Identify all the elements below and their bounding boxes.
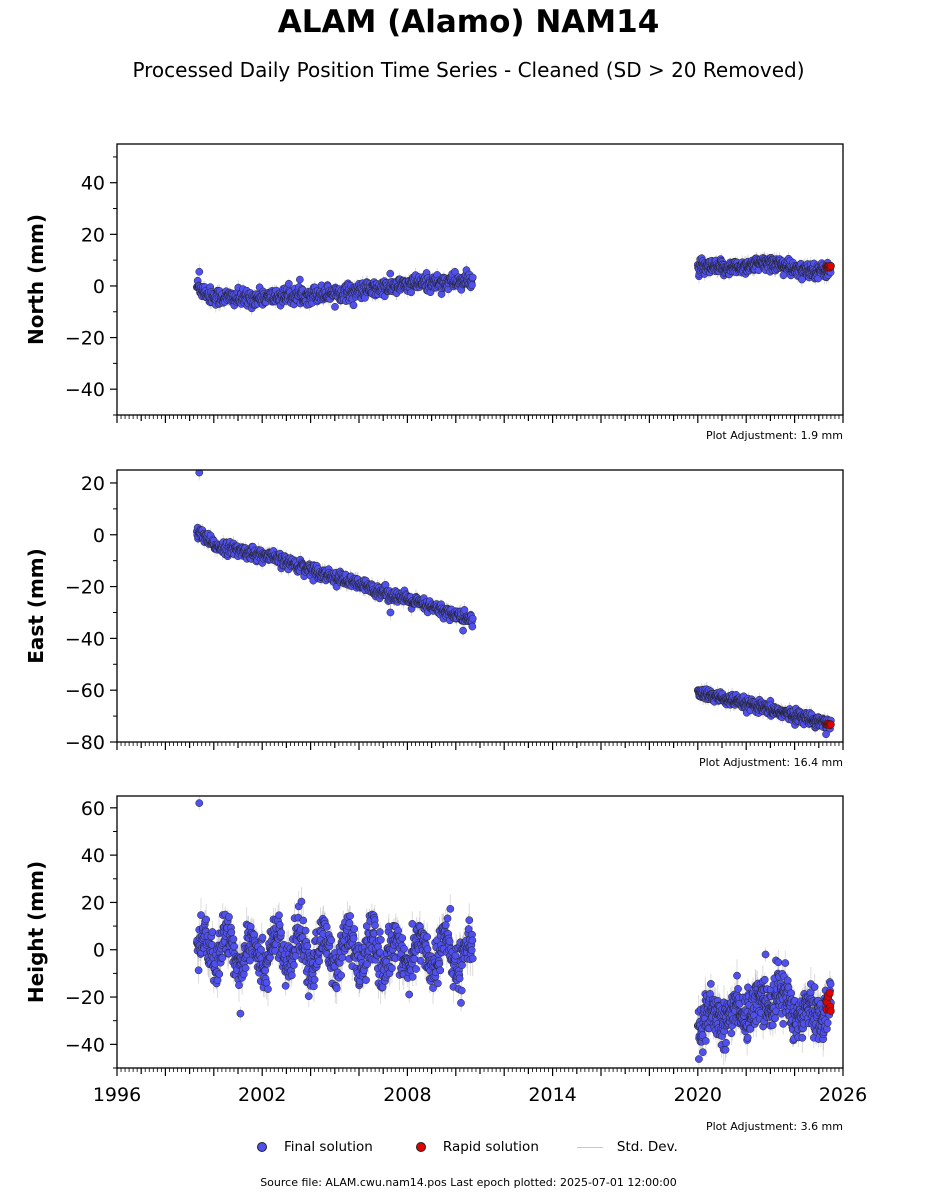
y-tick-label: −20	[65, 328, 105, 350]
final-solution-point	[459, 626, 467, 635]
y-tick-label: 0	[93, 276, 105, 298]
rapid-solution-points	[822, 262, 835, 272]
final-solution-point	[386, 269, 395, 278]
final-solution-point	[468, 614, 477, 623]
final-solution-points	[193, 470, 835, 739]
final-solution-point	[468, 273, 477, 282]
y-tick-label: −40	[65, 379, 105, 401]
final-solution-point	[822, 730, 830, 739]
final-solution-point	[195, 267, 204, 276]
y-tick-label: −20	[65, 577, 105, 599]
final-solution-point	[460, 606, 469, 614]
panel-north: −40 −20 0 20 40 North (mm) Plot Adjustment: 1.…	[24, 143, 844, 442]
rapid-solution-point	[827, 262, 835, 270]
plot-adjustment-label: Plot Adjustment: 1.9 mm	[706, 429, 843, 442]
chart-title: ALAM (Alamo) NAM14	[277, 4, 660, 40]
final-solution-point	[296, 275, 304, 284]
y-tick-label: −60	[65, 680, 105, 702]
y-tick-label: −80	[65, 732, 105, 754]
rapid-solution-point	[827, 720, 835, 729]
final-solution-point	[798, 275, 806, 284]
final-solution-point	[451, 267, 459, 276]
y-tick-label: 20	[81, 224, 105, 246]
y-tick-label: 40	[81, 173, 105, 195]
plot-frame	[116, 143, 844, 416]
final-solution-point	[468, 622, 477, 631]
final-solution-point	[468, 281, 476, 290]
final-solution-point	[195, 470, 204, 477]
final-solution-points	[193, 253, 835, 313]
final-solution-point	[407, 288, 416, 297]
y-axis-label: North (mm)	[24, 214, 48, 345]
final-solution-point	[386, 608, 395, 617]
y-tick-label: 20	[81, 473, 105, 495]
final-solution-point	[331, 302, 339, 311]
y-tick-label: 0	[93, 525, 105, 547]
y-tick-label: −40	[65, 628, 105, 650]
chart-subtitle: Processed Daily Position Time Series - C…	[132, 58, 805, 82]
rapid-solution-points	[822, 719, 835, 730]
final-solution-point	[349, 301, 358, 310]
final-solution-point	[284, 279, 293, 288]
